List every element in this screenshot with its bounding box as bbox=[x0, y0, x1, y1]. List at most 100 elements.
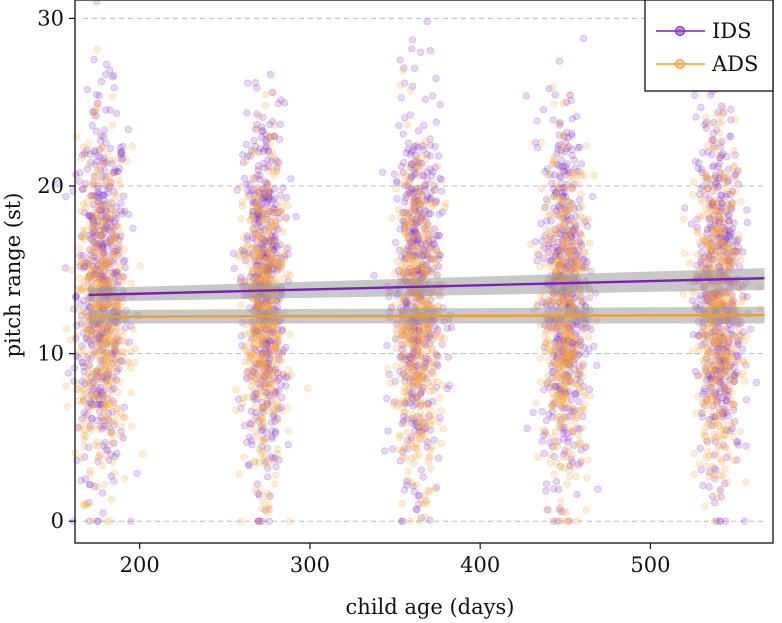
point-ads bbox=[268, 380, 276, 389]
point-ids bbox=[104, 422, 112, 431]
point-ads bbox=[83, 198, 91, 206]
point-ads bbox=[739, 369, 747, 378]
point-ids bbox=[89, 385, 97, 393]
point-ids bbox=[99, 201, 107, 209]
point-ids bbox=[249, 185, 257, 194]
point-ids bbox=[279, 371, 287, 379]
point-ads bbox=[95, 425, 103, 433]
point-ids bbox=[83, 335, 91, 343]
point-ids bbox=[72, 334, 80, 343]
point-ids bbox=[422, 354, 430, 362]
point-ids bbox=[97, 330, 105, 338]
point-ids bbox=[94, 188, 102, 197]
point-ids bbox=[414, 247, 422, 255]
point-ads bbox=[255, 337, 264, 345]
point-ids bbox=[261, 192, 269, 200]
point-ids bbox=[430, 182, 438, 190]
point-ads bbox=[98, 143, 106, 151]
point-ids bbox=[271, 194, 279, 203]
point-ids bbox=[81, 453, 89, 461]
point-ids bbox=[272, 463, 280, 471]
point-ids bbox=[273, 267, 281, 275]
point-ids bbox=[112, 347, 120, 355]
point-ids bbox=[239, 151, 247, 159]
point-ids bbox=[102, 60, 110, 69]
point-ads bbox=[270, 220, 279, 229]
point-ads bbox=[274, 416, 282, 424]
point-ids bbox=[400, 270, 408, 278]
point-ads bbox=[418, 152, 426, 160]
point-ids bbox=[401, 79, 409, 87]
point-ids bbox=[85, 361, 93, 370]
point-ids bbox=[80, 367, 88, 376]
point-ads bbox=[427, 177, 435, 185]
point-ids bbox=[97, 383, 105, 392]
point-ids bbox=[95, 206, 104, 214]
point-ads bbox=[237, 182, 245, 191]
point-ids bbox=[292, 213, 300, 221]
point-ids bbox=[86, 399, 95, 407]
point-ads bbox=[399, 350, 407, 359]
point-ids bbox=[424, 251, 432, 259]
point-ids bbox=[431, 163, 439, 171]
point-ids bbox=[259, 335, 267, 343]
point-ids bbox=[92, 383, 101, 391]
point-ids bbox=[270, 375, 279, 383]
point-ids bbox=[691, 157, 700, 165]
point-ids bbox=[100, 191, 108, 199]
point-ids bbox=[272, 365, 280, 374]
point-ids bbox=[263, 209, 272, 218]
point-ads bbox=[394, 257, 402, 265]
point-ads bbox=[404, 221, 412, 229]
point-ads bbox=[393, 330, 402, 338]
point-ids bbox=[260, 235, 268, 243]
point-ids bbox=[112, 109, 121, 117]
point-ids bbox=[742, 442, 750, 450]
point-ids bbox=[426, 296, 434, 304]
point-ids bbox=[252, 413, 260, 421]
point-ids bbox=[87, 234, 95, 242]
point-ids bbox=[271, 429, 280, 437]
point-ids bbox=[426, 135, 434, 143]
point-ids bbox=[411, 226, 419, 234]
point-ads bbox=[263, 180, 271, 188]
point-ids bbox=[250, 396, 258, 404]
point-ads bbox=[564, 329, 572, 337]
point-ads bbox=[262, 237, 271, 245]
point-ids bbox=[274, 376, 282, 384]
point-ids bbox=[272, 222, 280, 230]
point-ids bbox=[121, 256, 129, 264]
point-ids bbox=[113, 168, 121, 176]
point-ids bbox=[246, 180, 254, 188]
point-ads bbox=[129, 326, 137, 334]
point-ids bbox=[254, 214, 262, 222]
point-ids bbox=[262, 139, 271, 147]
point-ids bbox=[103, 323, 111, 332]
point-ids bbox=[271, 236, 279, 244]
point-ads bbox=[722, 322, 730, 331]
point-ads bbox=[413, 391, 422, 400]
point-ids bbox=[426, 426, 434, 434]
point-ids bbox=[115, 337, 123, 345]
point-ids bbox=[76, 169, 84, 177]
point-ids bbox=[269, 242, 277, 250]
point-ids bbox=[416, 201, 424, 209]
point-ids bbox=[101, 276, 109, 284]
point-ads bbox=[577, 190, 585, 198]
point-ids bbox=[85, 231, 93, 240]
point-ids bbox=[85, 211, 93, 219]
point-ids bbox=[110, 346, 118, 354]
point-ids bbox=[91, 248, 99, 257]
point-ids bbox=[242, 374, 251, 382]
point-ads bbox=[415, 377, 423, 386]
point-ids bbox=[100, 191, 108, 199]
point-ads bbox=[248, 174, 256, 182]
point-ids bbox=[696, 295, 704, 303]
point-ids bbox=[403, 415, 411, 423]
point-ids bbox=[402, 299, 411, 308]
point-ids bbox=[83, 259, 91, 267]
point-ids bbox=[266, 195, 274, 203]
point-ids bbox=[415, 370, 423, 378]
point-ids bbox=[92, 90, 101, 99]
point-ids bbox=[576, 143, 584, 151]
